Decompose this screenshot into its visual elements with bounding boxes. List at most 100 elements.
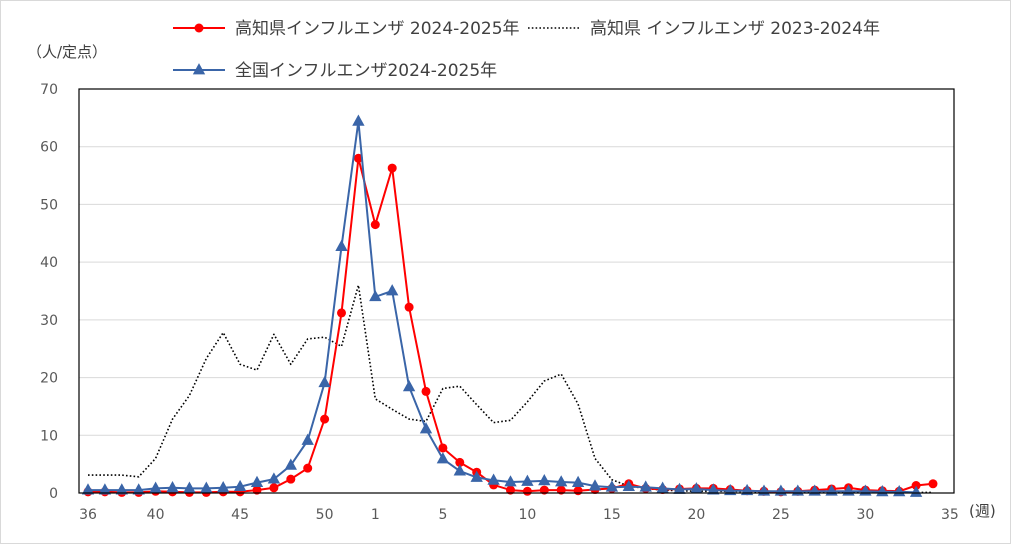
x-tick-label: 35 <box>941 507 959 523</box>
data-point <box>639 480 652 492</box>
data-point <box>115 483 128 495</box>
plot-area-border <box>78 88 955 494</box>
x-tick-label: 15 <box>603 507 621 523</box>
y-tick-label: 20 <box>40 371 58 387</box>
gridlines <box>79 146 954 436</box>
data-point <box>573 486 583 496</box>
data-point <box>571 475 585 488</box>
data-point <box>504 475 517 487</box>
data-point <box>132 483 145 495</box>
data-point <box>622 479 635 492</box>
data-point <box>267 472 281 484</box>
data-point <box>522 486 532 496</box>
data-point <box>284 458 297 470</box>
y-tick-label: 40 <box>40 255 58 271</box>
data-point <box>200 481 213 493</box>
data-point <box>303 463 313 473</box>
legend-entry-1: 高知県インフルエンザ 2024-2025年 <box>173 19 520 39</box>
y-tick-label: 30 <box>40 313 58 329</box>
y-tick-label: 0 <box>49 486 58 502</box>
series-2 <box>88 284 933 494</box>
x-axis-tick-labels: 36 40 45 50 1 5 10 15 20 25 30 35 <box>79 507 959 523</box>
data-point <box>337 308 346 318</box>
series-3 <box>81 114 923 497</box>
data-point <box>320 414 330 424</box>
data-point <box>556 485 566 495</box>
x-tick-label: 25 <box>772 507 790 523</box>
legend-label: 高知県 インフルエンザ 2023-2024年 <box>590 19 880 39</box>
y-axis-unit-label: （人/定点） <box>27 43 107 61</box>
data-point <box>353 153 363 163</box>
data-point <box>911 480 921 490</box>
data-point <box>183 481 196 493</box>
data-point-legend-marker <box>192 63 206 75</box>
x-tick-label: 50 <box>316 507 334 523</box>
legend-entry-3: 全国インフルエンザ2024-2025年 <box>173 61 497 81</box>
series-1 <box>83 153 938 497</box>
data-point <box>470 470 483 482</box>
legend-label: 全国インフルエンザ2024-2025年 <box>235 61 497 81</box>
data-point <box>656 481 669 493</box>
data-point <box>909 485 923 497</box>
data-point <box>455 457 465 467</box>
series-line <box>88 157 934 494</box>
data-point <box>538 474 551 486</box>
y-axis-tick-labels: 0 10 20 30 40 50 60 70 <box>40 82 58 502</box>
data-point <box>387 163 397 173</box>
x-tick-label: 1 <box>371 507 380 523</box>
data-point <box>453 464 466 476</box>
data-point <box>521 474 534 486</box>
data-point <box>605 480 619 492</box>
data-point <box>506 485 515 495</box>
data-point <box>487 473 500 485</box>
series-layer <box>81 114 938 497</box>
data-point <box>318 375 331 388</box>
y-tick-label: 60 <box>40 140 58 156</box>
x-tick-label: 45 <box>231 507 249 523</box>
data-point <box>928 479 938 489</box>
data-point <box>250 475 264 488</box>
x-tick-label: 5 <box>438 507 447 523</box>
data-point <box>301 433 314 445</box>
series-line <box>88 120 917 494</box>
data-point <box>166 480 179 493</box>
data-point <box>421 386 431 396</box>
data-point <box>335 239 348 251</box>
data-point <box>588 479 602 491</box>
data-point <box>386 284 399 296</box>
x-tick-label: 36 <box>79 507 97 523</box>
data-point <box>555 475 568 487</box>
data-point <box>269 483 279 493</box>
data-point <box>740 483 754 496</box>
data-point <box>352 114 365 126</box>
data-point <box>149 481 162 493</box>
data-point <box>370 220 380 230</box>
data-point <box>402 379 416 392</box>
data-point <box>438 443 448 453</box>
data-point <box>404 302 414 312</box>
y-tick-label: 70 <box>40 82 58 98</box>
data-point <box>217 480 230 493</box>
legend-label: 高知県インフルエンザ 2024-2025年 <box>235 19 520 39</box>
x-tick-label: 10 <box>518 507 536 523</box>
data-point <box>436 452 450 464</box>
data-point <box>81 483 95 495</box>
y-tick-label: 50 <box>40 197 58 213</box>
data-point <box>419 422 433 434</box>
data-point <box>286 474 296 484</box>
data-point <box>724 483 737 496</box>
y-tick-label: 10 <box>40 428 58 444</box>
data-point <box>539 485 549 495</box>
data-point-legend-marker <box>194 23 204 33</box>
legend-entry-2: 高知県 インフルエンザ 2023-2024年 <box>528 19 880 39</box>
data-point <box>707 483 720 495</box>
x-axis-unit-label: (週) <box>969 502 996 520</box>
data-point <box>252 485 262 495</box>
x-tick-label: 40 <box>147 507 165 523</box>
legend: 高知県インフルエンザ 2024-2025年 高知県 インフルエンザ 2023-20… <box>173 19 880 81</box>
data-point <box>233 479 247 492</box>
data-point <box>369 289 382 302</box>
x-tick-label: 30 <box>856 507 874 523</box>
